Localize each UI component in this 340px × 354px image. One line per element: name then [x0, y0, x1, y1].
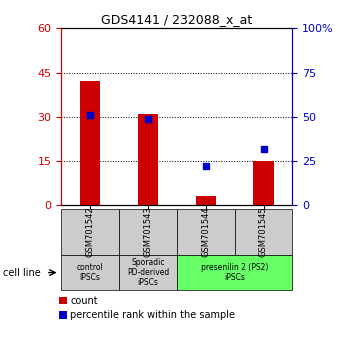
Title: GDS4141 / 232088_x_at: GDS4141 / 232088_x_at	[101, 13, 252, 26]
Bar	[80, 81, 100, 205]
Text: GSM701544: GSM701544	[201, 206, 210, 257]
Point	[145, 116, 151, 121]
Point	[203, 164, 208, 169]
Text: GSM701545: GSM701545	[259, 206, 268, 257]
Text: percentile rank within the sample: percentile rank within the sample	[70, 310, 235, 320]
Text: control
IPSCs: control IPSCs	[77, 263, 103, 282]
Text: Sporadic
PD-derived
iPSCs: Sporadic PD-derived iPSCs	[127, 258, 169, 287]
Text: GSM701542: GSM701542	[86, 206, 95, 257]
Bar	[195, 196, 216, 205]
Bar	[138, 114, 158, 205]
Text: GSM701543: GSM701543	[143, 206, 152, 257]
Point	[261, 146, 266, 152]
Point	[87, 112, 93, 118]
Text: cell line: cell line	[3, 268, 41, 278]
Text: count: count	[70, 296, 98, 306]
Bar	[253, 161, 274, 205]
Text: presenilin 2 (PS2)
iPSCs: presenilin 2 (PS2) iPSCs	[201, 263, 268, 282]
